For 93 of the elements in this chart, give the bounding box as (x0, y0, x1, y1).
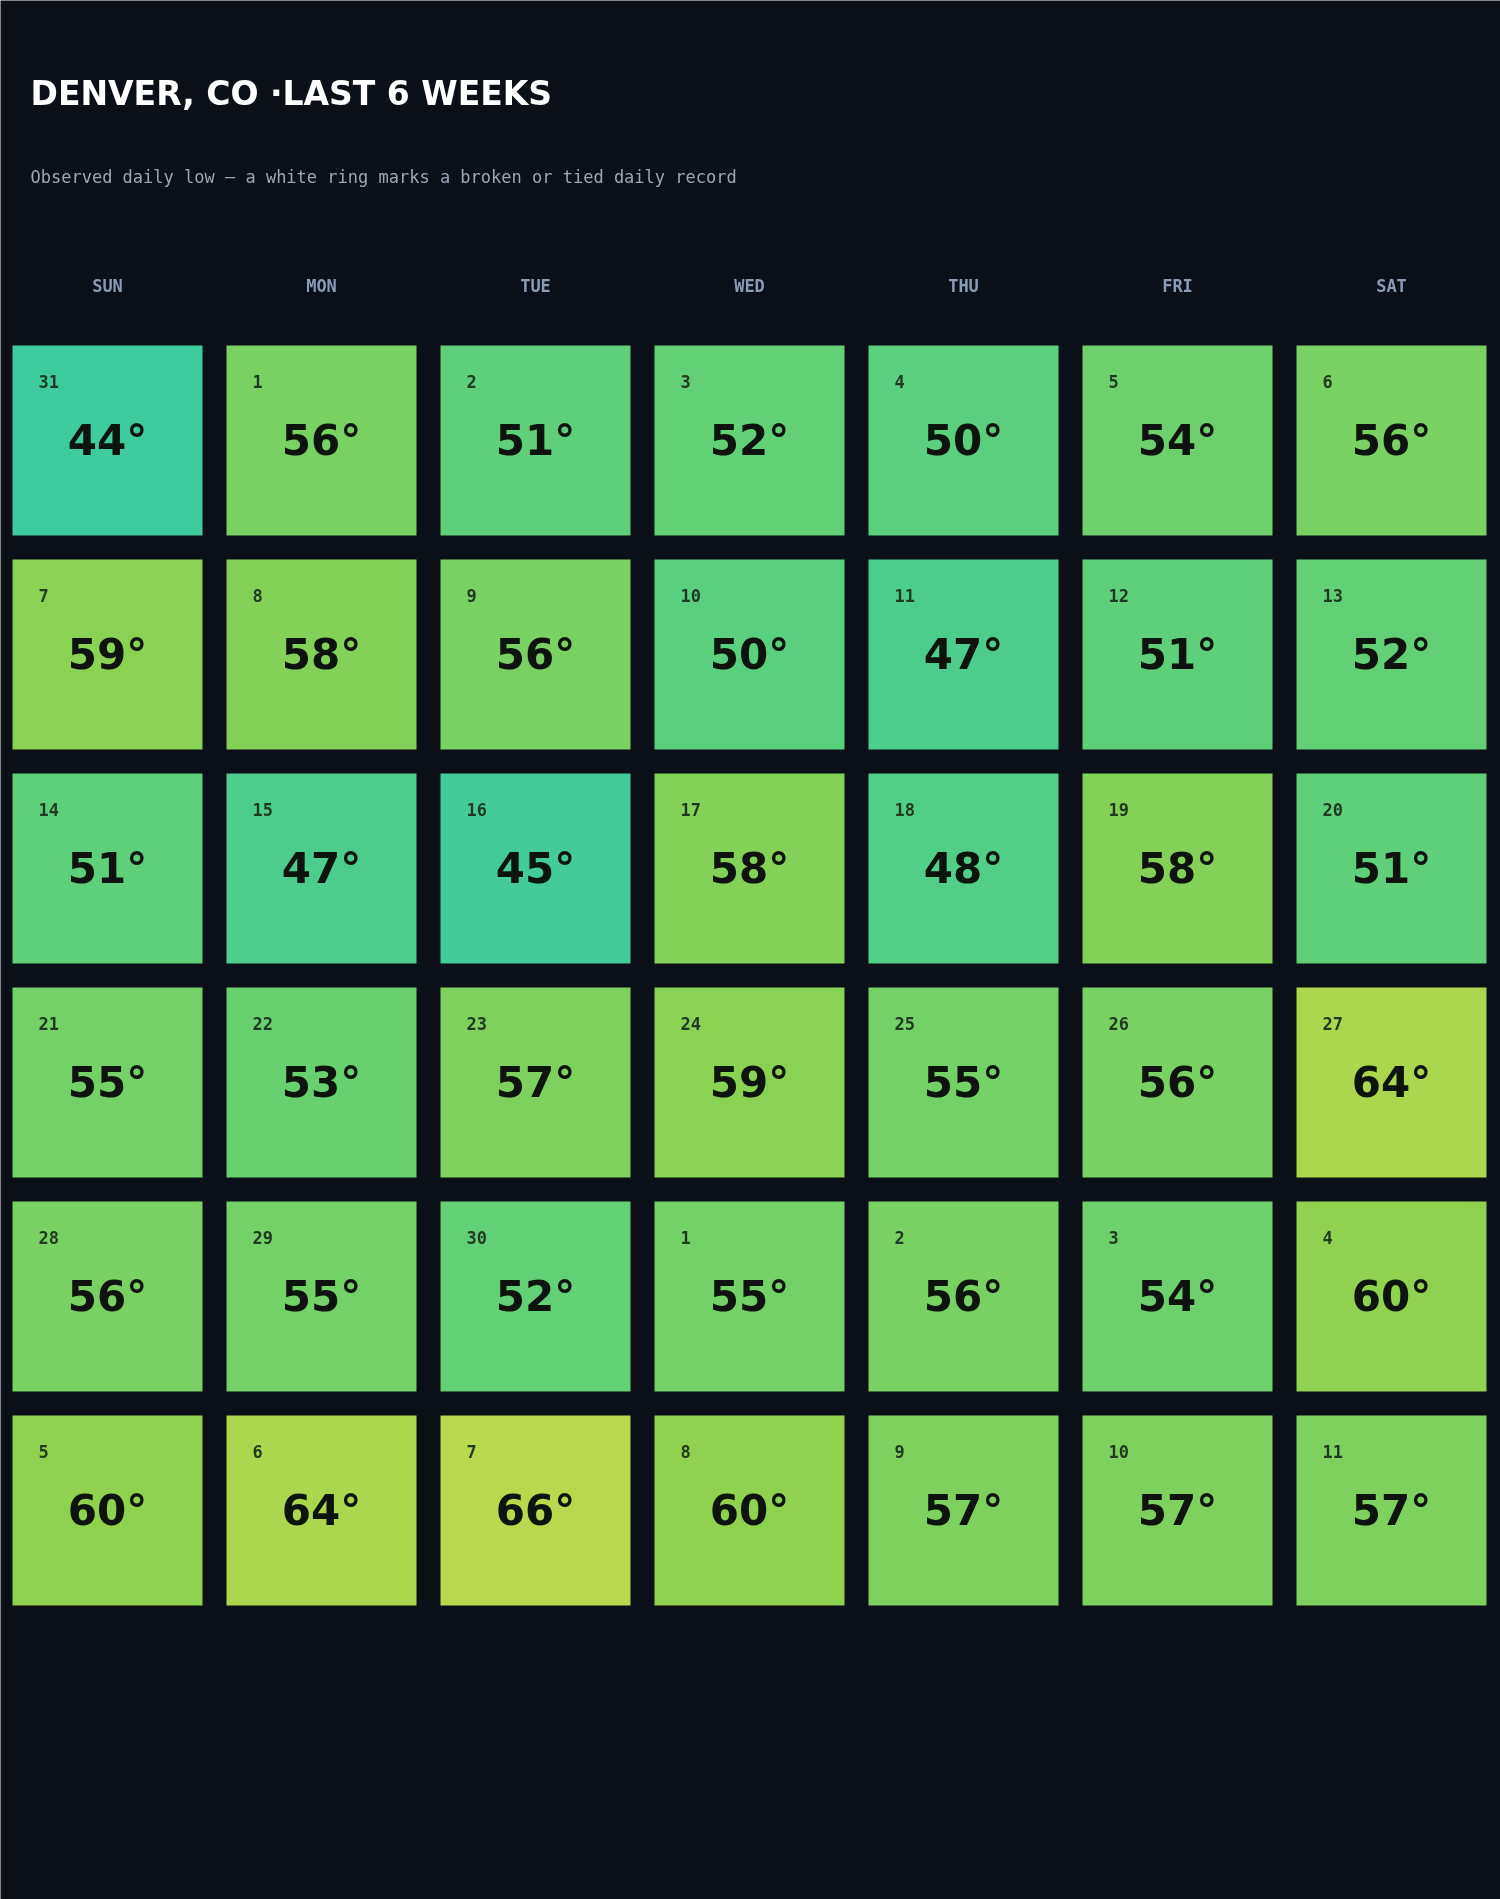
data-label: 55° (923, 1058, 1004, 1107)
annotation: 1 (680, 1228, 691, 1248)
annotation: 2 (466, 372, 477, 392)
annotation: 19 (1108, 800, 1129, 820)
annotation: 9 (466, 586, 477, 606)
data-label: 54° (1137, 1272, 1218, 1321)
data-label: 51° (1351, 844, 1432, 893)
annotation: 23 (466, 1014, 487, 1034)
x-tick-label: WED (734, 275, 765, 296)
annotation: 5 (38, 1442, 49, 1462)
data-label: 50° (923, 416, 1004, 465)
annotation: 9 (894, 1442, 905, 1462)
data-label: 48° (923, 844, 1004, 893)
annotation: 27 (1322, 1014, 1343, 1034)
annotation: 1 (252, 372, 263, 392)
data-label: 58° (1137, 844, 1218, 893)
data-label: 56° (67, 1272, 148, 1321)
data-label: 64° (281, 1486, 362, 1535)
data-label: 56° (1137, 1058, 1218, 1107)
data-label: 51° (67, 844, 148, 893)
annotation: 13 (1322, 586, 1343, 606)
data-label: 52° (1351, 630, 1432, 679)
x-tick-label: SUN (92, 275, 123, 296)
annotation: 16 (466, 800, 487, 820)
data-label: 60° (67, 1486, 148, 1535)
data-label: 58° (281, 630, 362, 679)
data-label: 54° (1137, 416, 1218, 465)
data-label: 57° (1137, 1486, 1218, 1535)
annotation: 14 (38, 800, 59, 820)
annotation: 3 (680, 372, 691, 392)
data-label: 57° (495, 1058, 576, 1107)
x-tick-label: SAT (1376, 275, 1407, 296)
chart-subtitle: Observed daily low — a white ring marks a broken or tied daily record (30, 166, 737, 187)
annotation: 15 (252, 800, 273, 820)
x-tick-label: FRI (1162, 275, 1193, 296)
annotation: 24 (680, 1014, 701, 1034)
annotation: 26 (1108, 1014, 1129, 1034)
annotation: 31 (38, 372, 59, 392)
x-tick-label: THU (948, 275, 979, 296)
annotation: 20 (1322, 800, 1343, 820)
annotation: 21 (38, 1014, 59, 1034)
annotation: 8 (252, 586, 263, 606)
annotation: 25 (894, 1014, 915, 1034)
annotation: 12 (1108, 586, 1129, 606)
data-label: 57° (923, 1486, 1004, 1535)
data-label: 57° (1351, 1486, 1432, 1535)
annotation: 7 (38, 586, 49, 606)
annotation: 10 (1108, 1442, 1129, 1462)
annotation: 5 (1108, 372, 1119, 392)
annotation: 6 (252, 1442, 263, 1462)
annotation: 30 (466, 1228, 487, 1248)
annotation: 6 (1322, 372, 1333, 392)
annotation: 11 (1322, 1442, 1343, 1462)
data-label: 50° (709, 630, 790, 679)
data-label: 55° (709, 1272, 790, 1321)
data-label: 64° (1351, 1058, 1432, 1107)
annotation: 2 (894, 1228, 905, 1248)
annotation: 11 (894, 586, 915, 606)
data-label: 51° (1137, 630, 1218, 679)
annotation: 4 (1322, 1228, 1333, 1248)
data-label: 52° (495, 1272, 576, 1321)
data-label: 60° (709, 1486, 790, 1535)
annotation: 28 (38, 1228, 59, 1248)
data-label: 60° (1351, 1272, 1432, 1321)
data-label: 55° (67, 1058, 148, 1107)
annotation: 29 (252, 1228, 273, 1248)
data-label: 56° (1351, 416, 1432, 465)
data-label: 53° (281, 1058, 362, 1107)
data-label: 51° (495, 416, 576, 465)
data-label: 59° (709, 1058, 790, 1107)
annotation: 22 (252, 1014, 273, 1034)
x-tick-label: TUE (520, 275, 551, 296)
annotation: 7 (466, 1442, 477, 1462)
annotation: 8 (680, 1442, 691, 1462)
data-label: 58° (709, 844, 790, 893)
data-label: 56° (923, 1272, 1004, 1321)
data-label: 59° (67, 630, 148, 679)
data-label: 44° (67, 416, 148, 465)
data-label: 47° (281, 844, 362, 893)
data-label: 56° (281, 416, 362, 465)
data-label: 52° (709, 416, 790, 465)
annotation: 4 (894, 372, 905, 392)
annotation: 18 (894, 800, 915, 820)
data-label: 45° (495, 844, 576, 893)
x-tick-label: MON (306, 275, 337, 296)
data-label: 47° (923, 630, 1004, 679)
data-label: 56° (495, 630, 576, 679)
annotation: 10 (680, 586, 701, 606)
data-label: 66° (495, 1486, 576, 1535)
annotation: 17 (680, 800, 701, 820)
data-label: 55° (281, 1272, 362, 1321)
chart-title: DENVER, CO ·LAST 6 WEEKS (30, 74, 553, 113)
annotation: 3 (1108, 1228, 1119, 1248)
